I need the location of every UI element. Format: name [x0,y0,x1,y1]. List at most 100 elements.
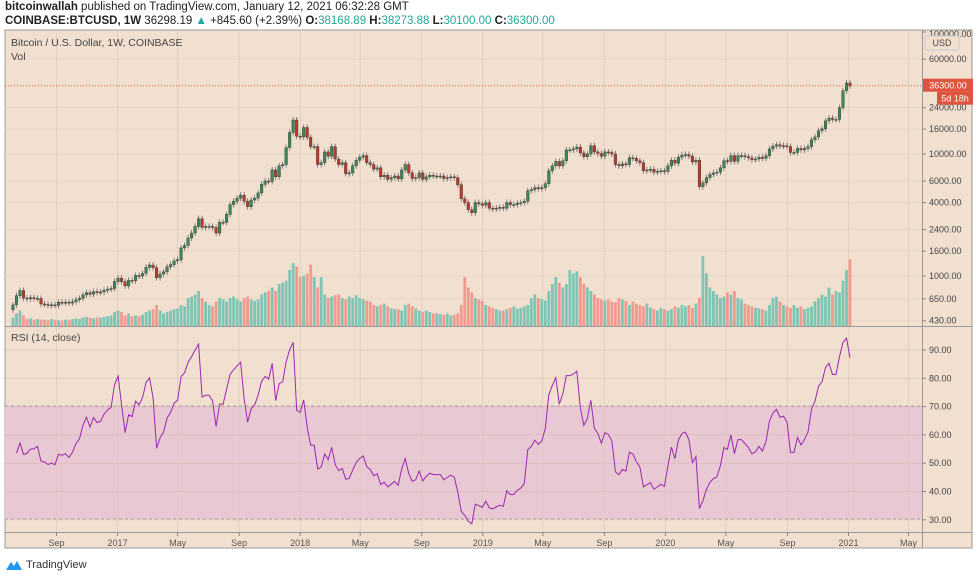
candle [508,202,512,205]
candle [519,202,523,204]
volume-bar [620,299,624,326]
candle [291,119,295,133]
candle [25,297,29,300]
candle [368,162,372,165]
candle [743,155,747,157]
volume-bar [134,315,137,326]
candle [148,264,152,268]
volume-bar [648,307,652,326]
candle [722,160,726,169]
high-label: H: [369,15,382,27]
candle [417,172,421,178]
volume-bar [778,301,782,326]
candle [284,147,288,165]
time-tick-label: May [169,538,187,548]
volume-bar [743,303,747,326]
last-price-label: 36300.00 [929,81,967,91]
volume-bar [190,296,194,326]
volume-bar [95,317,99,326]
volume-bar [736,298,740,326]
volume-bar [36,319,39,326]
candle [302,127,306,138]
candle [50,304,54,307]
time-tick-label: May [900,538,918,548]
volume-bar [638,305,642,326]
volume-bar [232,296,236,326]
candle [578,146,582,154]
candle [445,177,449,179]
candle [134,275,138,281]
candle [603,151,607,157]
volume-bar [172,309,176,326]
price-tick-label: 1000.00 [929,271,962,281]
volume-bar [277,284,281,326]
volume-bar [400,310,404,326]
candle [358,157,362,161]
volume-bar [78,319,81,326]
candle [477,202,481,205]
volume-bar [179,305,183,326]
volume-bar [845,270,848,326]
candle [624,163,628,166]
volume-bar [698,298,701,326]
volume-bar [662,309,666,326]
volume-bar [309,264,313,326]
volume-bar [148,310,151,326]
rsi-axis[interactable]: 90.00 80.00 70.00 60.00 50.00 40.00 30.00 [922,345,952,525]
volume-bar [312,277,316,326]
volume-bar [319,277,323,326]
tradingview-logo[interactable]: TradingView [5,559,87,571]
candle [571,148,575,151]
volume-bar [155,305,158,326]
candle [85,292,89,296]
price-tick-label: 6000.00 [929,176,962,186]
candle [830,117,834,120]
candle [400,169,404,180]
candle [631,157,635,160]
candle [260,184,264,194]
volume-bar [365,300,369,326]
candle [235,197,239,202]
candle [438,175,442,178]
open-label: O: [305,15,319,27]
price-tick-label: 2400.00 [929,225,962,235]
volume-bar [372,305,376,326]
currency-badge[interactable] [924,35,960,51]
time-tick-label: 2018 [290,538,310,548]
candle [288,132,292,148]
price-axis[interactable]: 100000.00 60000.00 24000.00 16000.00 10000.0… [922,29,972,326]
candle [729,155,733,162]
volume-bar [200,298,204,326]
candle [589,145,593,155]
candle [568,149,572,152]
volume-bar [438,314,442,326]
candle [473,202,477,213]
candle [158,273,162,278]
volume-bar [389,308,393,326]
candle [256,192,260,199]
volume-bar [162,313,165,326]
volume-bar [358,298,362,326]
candle [316,146,320,165]
volume-bar [330,296,334,326]
volume-bar [519,307,523,326]
time-axis[interactable]: Sep 2017 May Sep 2018 May Sep 2019 May Sep 2020 May… [49,532,918,548]
volume-bar [624,300,628,326]
candle [816,130,820,138]
candle [617,164,621,167]
candle [575,146,579,150]
volume-bar [470,292,474,326]
author[interactable]: bitcoinwallah [5,1,78,13]
candle [764,155,768,159]
candle [739,155,743,157]
close-label: C: [494,15,507,27]
volume-bar [750,306,754,326]
candle [200,218,204,228]
candle [211,226,215,228]
volume-bar [571,273,575,326]
volume-bar [207,305,211,326]
candle [95,291,99,293]
candle [263,180,267,185]
candle [71,301,75,304]
